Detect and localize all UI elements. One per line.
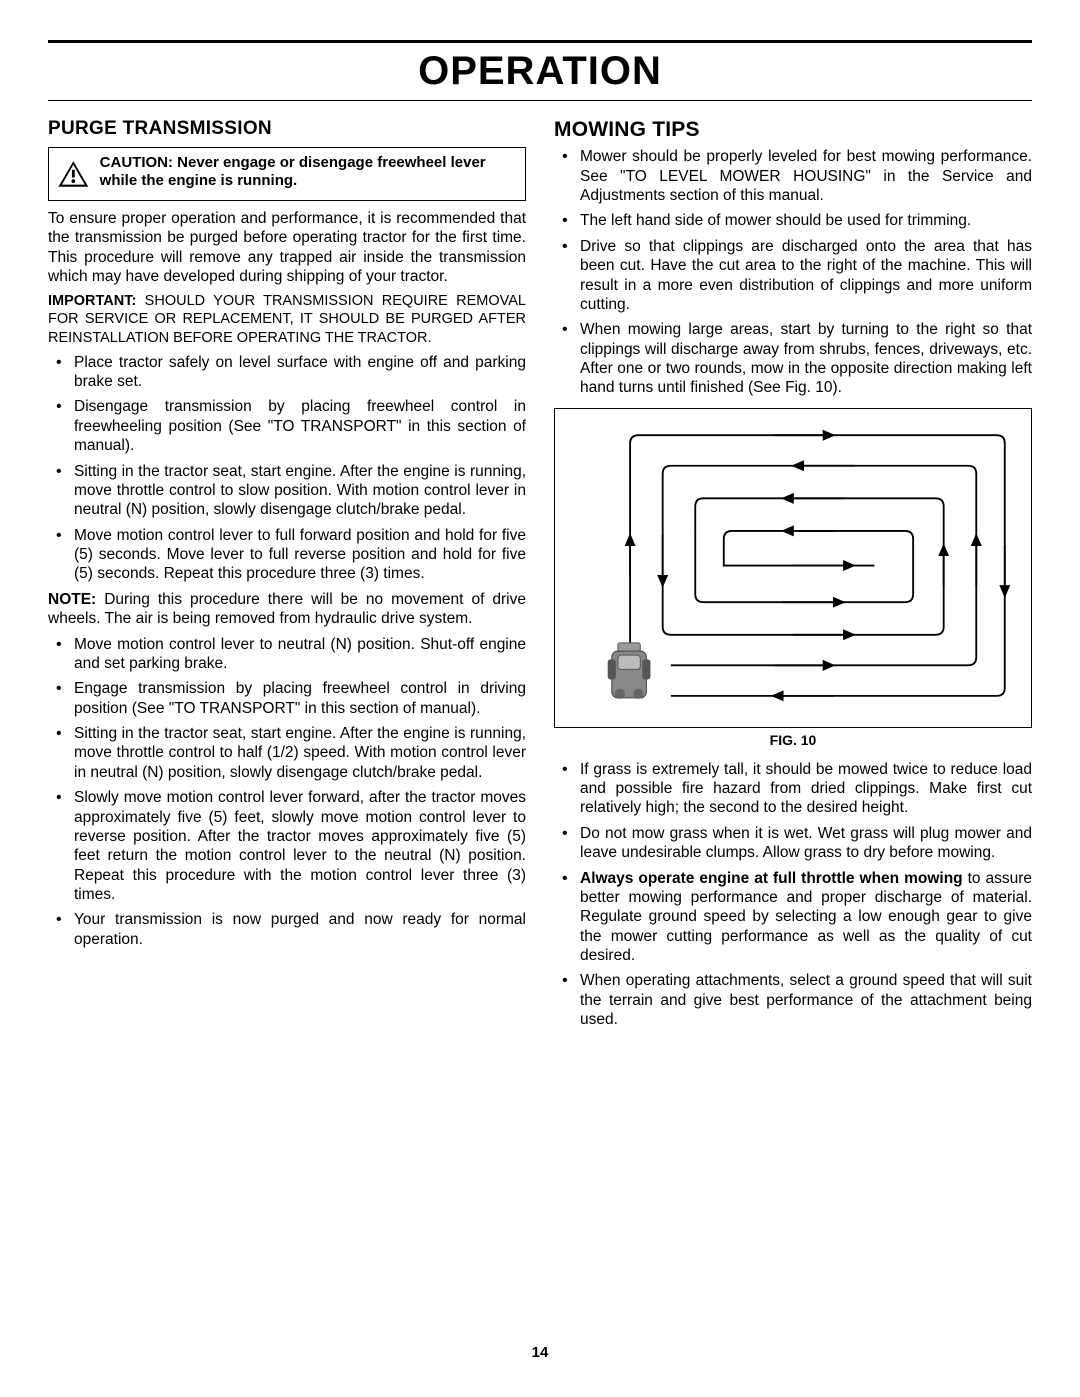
list-item: Place tractor safely on level surface wi… xyxy=(48,353,526,392)
note-label: NOTE: xyxy=(48,591,96,608)
list-item: Your transmission is now purged and now … xyxy=(48,910,526,949)
list-item: Mower should be properly leveled for bes… xyxy=(554,147,1032,205)
important-paragraph: IMPORTANT: SHOULD YOUR TRANSMISSION REQU… xyxy=(48,292,526,346)
purge-steps-list-b: Move motion control lever to neutral (N)… xyxy=(48,635,526,950)
page-number: 14 xyxy=(0,1344,1080,1361)
two-column-layout: PURGE TRANSMISSION CAUTION: Never engage… xyxy=(48,117,1032,1036)
caution-box: CAUTION: Never engage or disengage freew… xyxy=(48,147,526,201)
tractor-icon xyxy=(608,643,651,699)
rule-top xyxy=(48,40,1032,43)
list-item: Disengage transmission by placing freewh… xyxy=(48,397,526,455)
rule-under-title xyxy=(48,100,1032,101)
warning-triangle-icon xyxy=(57,154,90,194)
purge-steps-list-a: Place tractor safely on level surface wi… xyxy=(48,353,526,584)
mowing-pattern-diagram xyxy=(569,423,1017,708)
note-text: During this procedure there will be no m… xyxy=(48,591,526,627)
list-item: Do not mow grass when it is wet. Wet gra… xyxy=(554,824,1032,863)
page-title: OPERATION xyxy=(48,49,1032,94)
note-paragraph: NOTE: During this procedure there will b… xyxy=(48,590,526,629)
right-column: MOWING TIPS Mower should be properly lev… xyxy=(554,117,1032,1036)
important-label: IMPORTANT: xyxy=(48,293,136,309)
mowing-tips-list-b: If grass is extremely tall, it should be… xyxy=(554,760,1032,1030)
list-item: Drive so that clippings are discharged o… xyxy=(554,237,1032,315)
list-item: Move motion control lever to neutral (N)… xyxy=(48,635,526,674)
list-item: If grass is extremely tall, it should be… xyxy=(554,760,1032,818)
caution-text: CAUTION: Never engage or disengage freew… xyxy=(100,154,517,190)
list-item: Slowly move motion control lever forward… xyxy=(48,788,526,904)
figure-10-box xyxy=(554,408,1032,728)
figure-caption: FIG. 10 xyxy=(554,732,1032,750)
list-item: Sitting in the tractor seat, start engin… xyxy=(48,724,526,782)
bold-lead: Always operate engine at full throttle w… xyxy=(580,870,963,887)
list-item: Move motion control lever to full forwar… xyxy=(48,526,526,584)
list-item: Engage transmission by placing freewheel… xyxy=(48,679,526,718)
list-item: Sitting in the tractor seat, start engin… xyxy=(48,462,526,520)
intro-paragraph: To ensure proper operation and performan… xyxy=(48,209,526,287)
list-item: When operating attachments, select a gro… xyxy=(554,971,1032,1029)
left-column: PURGE TRANSMISSION CAUTION: Never engage… xyxy=(48,117,526,1036)
list-item: Always operate engine at full throttle w… xyxy=(554,869,1032,966)
mowing-tips-heading: MOWING TIPS xyxy=(554,117,1032,143)
mowing-tips-list-a: Mower should be properly leveled for bes… xyxy=(554,147,1032,398)
list-item: When mowing large areas, start by turnin… xyxy=(554,320,1032,398)
purge-transmission-heading: PURGE TRANSMISSION xyxy=(48,117,526,141)
list-item: The left hand side of mower should be us… xyxy=(554,211,1032,230)
